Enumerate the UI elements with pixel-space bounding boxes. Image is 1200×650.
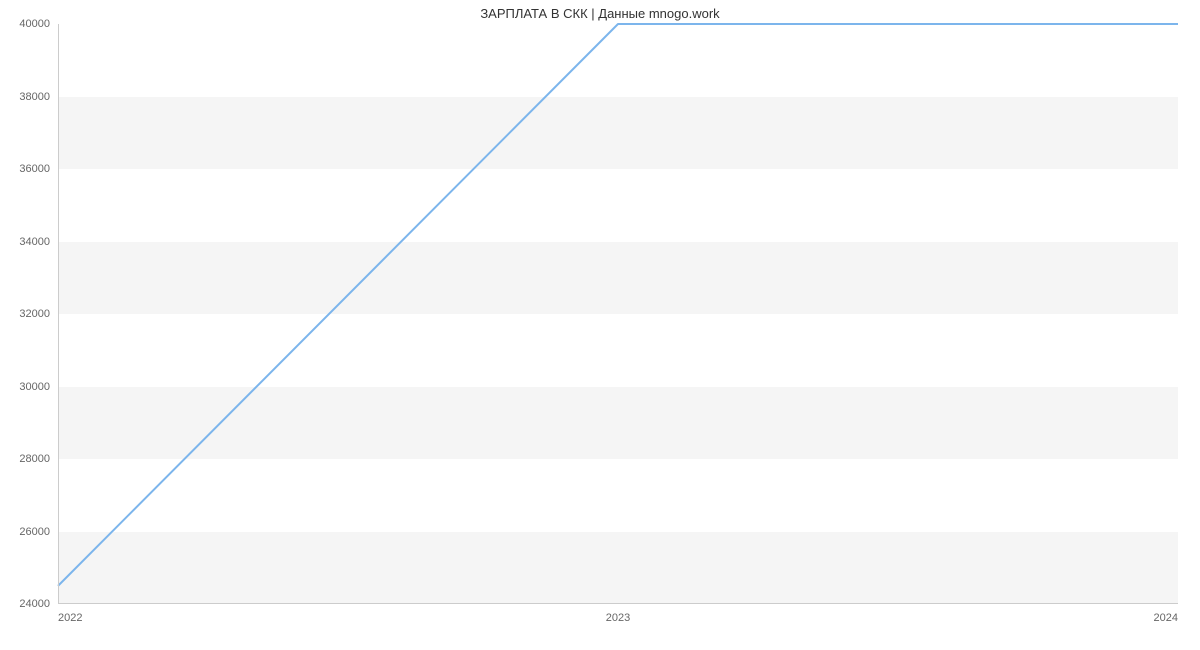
y-tick-label: 40000 <box>19 18 58 30</box>
chart-container: ЗАРПЛАТА В СКК | Данные mnogo.work 24000… <box>0 0 1200 650</box>
plot-area: 2400026000280003000032000340003600038000… <box>58 24 1178 604</box>
x-tick-label: 2024 <box>1154 604 1178 624</box>
x-tick-label: 2023 <box>606 604 630 624</box>
chart-svg <box>58 24 1178 604</box>
y-tick-label: 32000 <box>19 308 58 320</box>
y-tick-label: 38000 <box>19 91 58 103</box>
y-tick-label: 30000 <box>19 381 58 393</box>
y-tick-label: 26000 <box>19 526 58 538</box>
y-tick-label: 34000 <box>19 236 58 248</box>
y-tick-label: 36000 <box>19 163 58 175</box>
y-tick-label: 24000 <box>19 598 58 610</box>
axis-line-left <box>58 24 59 604</box>
series-line-salary <box>58 24 1178 586</box>
x-tick-label: 2022 <box>58 604 82 624</box>
y-tick-label: 28000 <box>19 453 58 465</box>
chart-title: ЗАРПЛАТА В СКК | Данные mnogo.work <box>0 6 1200 21</box>
